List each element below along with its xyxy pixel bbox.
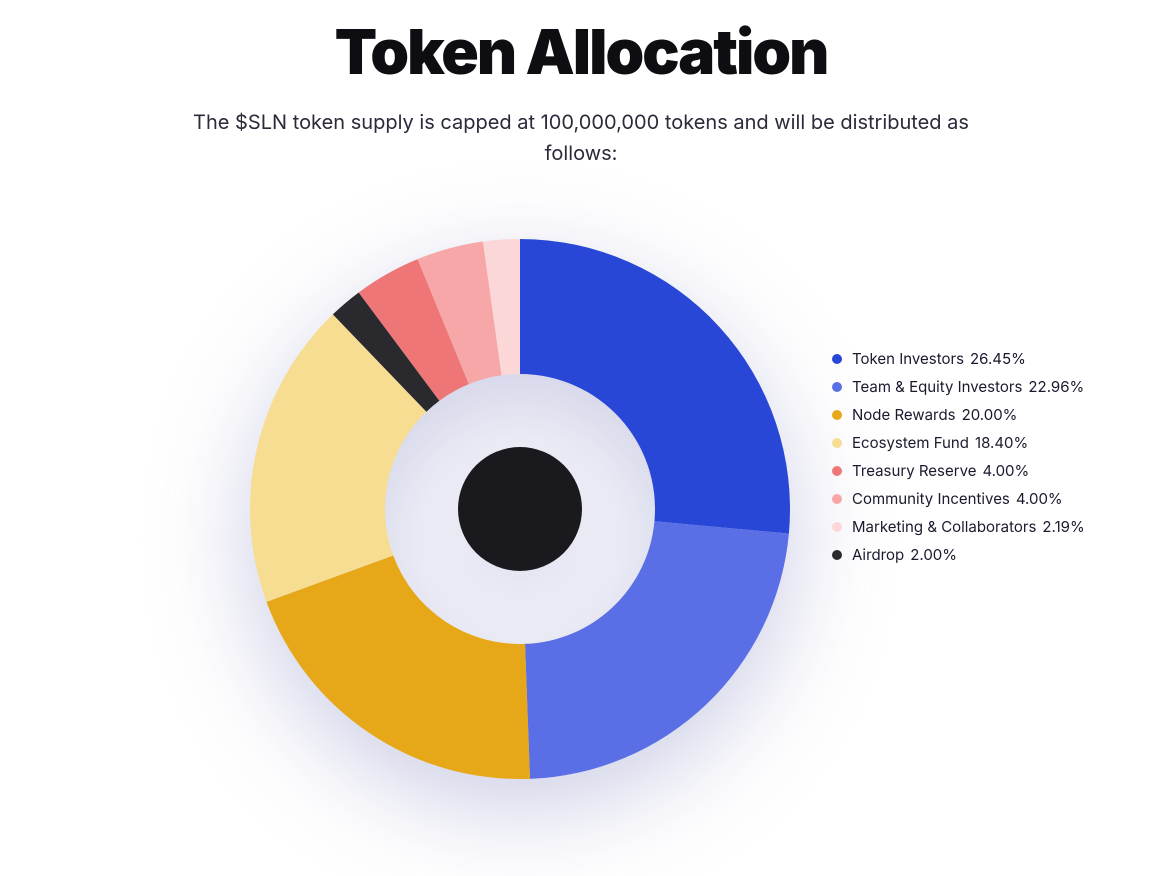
legend-value: 22.96% [1028, 377, 1084, 396]
page-title: Token Allocation [0, 14, 1162, 89]
legend-row: Treasury Reserve 4.00% [832, 461, 1085, 480]
legend-label: Node Rewards [852, 405, 956, 424]
legend-label: Token Investors [852, 349, 964, 368]
legend-row: Node Rewards 20.00% [832, 405, 1085, 424]
donut-slice [266, 555, 530, 779]
legend-dot-icon [832, 522, 842, 532]
legend-label: Treasury Reserve [852, 461, 976, 480]
legend-dot-icon [832, 494, 842, 504]
legend-row: Team & Equity Investors 22.96% [832, 377, 1085, 396]
legend-dot-icon [832, 354, 842, 364]
legend-value: 4.00% [982, 461, 1029, 480]
legend-label: Airdrop [852, 545, 904, 564]
donut-slice [525, 521, 789, 779]
legend-row: Airdrop 2.00% [832, 545, 1085, 564]
legend-value: 4.00% [1016, 489, 1063, 508]
legend-row: Marketing & Collaborators 2.19% [832, 517, 1085, 536]
legend-dot-icon [832, 550, 842, 560]
legend-label: Ecosystem Fund [852, 433, 969, 452]
legend-dot-icon [832, 466, 842, 476]
legend-value: 18.40% [975, 433, 1028, 452]
legend-value: 2.00% [910, 545, 957, 564]
legend-row: Token Investors 26.45% [832, 349, 1085, 368]
page-root: Token Allocation The $SLN token supply i… [0, 14, 1162, 876]
legend-dot-icon [832, 438, 842, 448]
legend-row: Ecosystem Fund 18.40% [832, 433, 1085, 452]
legend-label: Marketing & Collaborators [852, 517, 1036, 536]
donut-svg [240, 229, 800, 789]
page-subtitle: The $SLN token supply is capped at 100,0… [171, 107, 991, 169]
legend-row: Community Incentives 4.00% [832, 489, 1085, 508]
legend-value: 26.45% [970, 349, 1026, 368]
legend-value: 2.19% [1042, 517, 1084, 536]
legend-dot-icon [832, 410, 842, 420]
legend-label: Team & Equity Investors [852, 377, 1022, 396]
chart-legend: Token Investors 26.45% Team & Equity Inve… [832, 349, 1085, 573]
legend-label: Community Incentives [852, 489, 1010, 508]
chart-area: Token Investors 26.45% Team & Equity Inve… [0, 209, 1162, 849]
donut-hub [458, 447, 582, 571]
legend-value: 20.00% [962, 405, 1018, 424]
donut-chart [240, 229, 800, 789]
legend-dot-icon [832, 382, 842, 392]
